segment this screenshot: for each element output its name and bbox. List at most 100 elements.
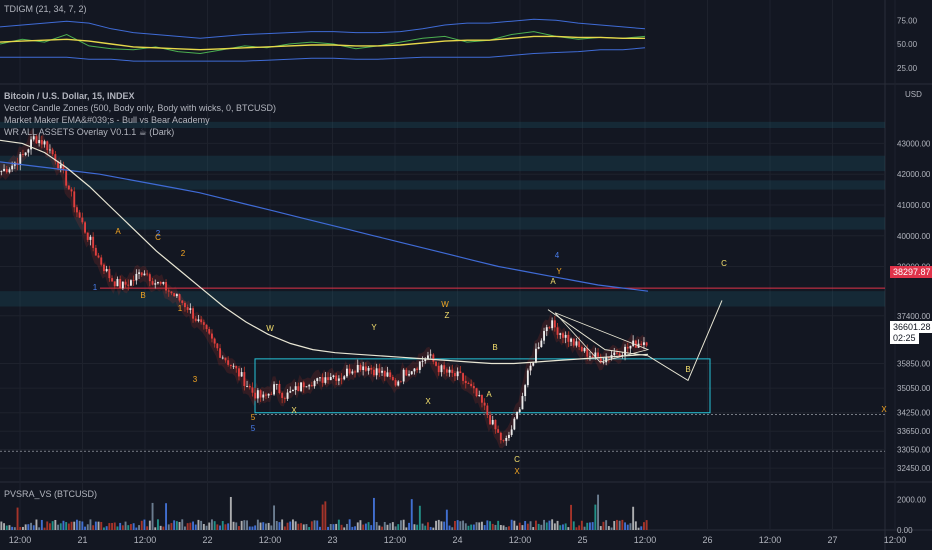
volume-bar [478,522,481,530]
candle [111,278,113,282]
volume-bar [40,519,43,530]
candle [583,348,586,352]
candle [427,355,429,360]
candle [402,369,405,382]
candle [65,170,68,186]
volume-bar [22,526,24,530]
volume-bar [100,521,103,530]
candle [559,333,562,335]
volume-bar [529,521,532,530]
candle [418,361,421,370]
candle [640,343,643,345]
volume-bar [165,503,167,530]
volume-bar [621,519,624,530]
candle [67,185,70,190]
volume-bar [346,523,348,530]
wave-label: 3 [193,375,198,384]
candle [86,232,89,240]
symbol-title[interactable]: Bitcoin / U.S. Dollar, 15, INDEX [4,91,135,101]
x-tick-label: 24 [452,535,462,545]
volume-bar [211,519,213,530]
candle [564,334,567,338]
indicator-y-tick: 25.00 [897,64,918,73]
wave-label: Y [556,267,562,276]
volume-bar [167,524,170,530]
candle [211,333,213,339]
wave-label: A [550,277,556,286]
volume-bar [400,520,402,530]
candle [483,402,486,406]
volume-bar [67,523,70,530]
candle [146,273,149,275]
price-y-tick: 35050.00 [897,384,931,393]
volume-bar [375,522,378,530]
volume-bar [470,524,473,530]
volume-bar [124,521,127,530]
wave-label: A [115,227,121,236]
wave-label: W [266,324,274,333]
candle [599,356,602,363]
candle [54,154,57,162]
x-tick-label: 12:00 [384,535,407,545]
volume-bar [640,526,643,530]
wave-label: 2 [181,249,186,258]
candle [472,385,475,389]
candle [397,381,400,386]
volume-bar [192,521,194,530]
volume-bar [275,521,278,530]
candle [526,370,529,386]
volume-bar [278,522,281,530]
volume-bar [294,521,297,530]
volume-bar [629,523,632,530]
candle [46,141,49,151]
volume-bar [381,526,383,530]
x-tick-label: 12:00 [759,535,782,545]
candle [373,369,375,376]
volume-bar [16,507,19,530]
candle [297,386,300,392]
volume-bar [46,521,49,530]
volume-bar [262,522,265,530]
volume-bar [221,521,224,530]
projection-path [547,300,723,382]
price-y-tick: 33050.00 [897,446,931,455]
candle [364,366,367,371]
volume-bar [583,526,586,530]
candle [367,367,370,371]
volume-bar [135,527,138,530]
candle [84,222,86,233]
volume-bar [267,522,270,530]
candle [543,331,545,341]
candle [119,278,122,289]
candle [494,419,497,430]
volume-bar [634,521,637,530]
candle [413,368,416,372]
legend-wr-overlay[interactable]: WR ALL ASSETS Overlay V0.1.1 ☕ (Dark) [4,127,175,137]
volume-bar [73,521,76,530]
candle [629,345,632,349]
candle [283,397,286,399]
volume-bar [157,519,159,530]
last-price-tag: 36601.28 [890,321,932,333]
candle [184,302,186,308]
candle [76,207,78,213]
volume-bar [184,526,186,530]
candle [22,154,24,155]
volume-bar [432,527,435,530]
volume-bar [78,520,81,530]
candle [243,372,246,387]
volume-bar [367,522,370,530]
volume-bar [202,523,205,530]
candle [389,372,392,377]
volume-bar [300,523,302,530]
volume-bar [316,520,319,530]
legend-market-maker-emas[interactable]: Market Maker EMA&#039;s - Bull vs Bear A… [4,115,210,125]
volume-bar [208,522,211,530]
candle [181,300,184,303]
volume-bar [113,522,116,530]
legend-vector-candle-zones[interactable]: Vector Candle Zones (500, Body only, Bod… [4,103,276,113]
candle [132,280,135,282]
candle [524,385,527,397]
wave-label: 1 [178,304,183,313]
